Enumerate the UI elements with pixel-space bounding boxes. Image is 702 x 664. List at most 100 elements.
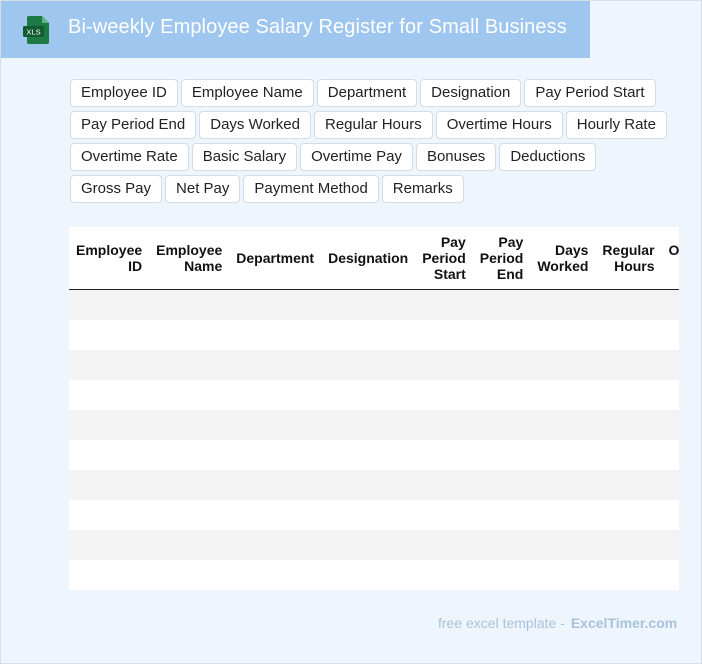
table-cell[interactable] — [661, 470, 679, 500]
table-cell[interactable] — [472, 380, 531, 410]
column-header[interactable]: Designation — [321, 227, 416, 290]
table-cell[interactable] — [472, 350, 531, 380]
table-cell[interactable] — [69, 320, 150, 350]
table-cell[interactable] — [530, 500, 596, 530]
field-chip[interactable]: Basic Salary — [191, 143, 298, 171]
table-cell[interactable] — [229, 530, 322, 560]
field-chip[interactable]: Gross Pay — [70, 175, 163, 203]
table-cell[interactable] — [661, 440, 679, 470]
table-cell[interactable] — [530, 530, 596, 560]
table-cell[interactable] — [229, 289, 322, 320]
field-chip[interactable]: Hourly Rate — [565, 111, 667, 139]
field-chip[interactable]: Employee ID — [70, 79, 178, 107]
field-chip[interactable]: Employee Name — [180, 79, 314, 107]
field-chip[interactable]: Bonuses — [415, 143, 497, 171]
table-cell[interactable] — [149, 500, 230, 530]
table-cell[interactable] — [321, 440, 416, 470]
table-cell[interactable] — [415, 380, 473, 410]
table-cell[interactable] — [415, 289, 473, 320]
table-cell[interactable] — [530, 289, 596, 320]
column-header[interactable]: Overtime Hours — [661, 227, 679, 290]
table-cell[interactable] — [661, 530, 679, 560]
field-chip[interactable]: Overtime Pay — [300, 143, 413, 171]
table-cell[interactable] — [69, 350, 150, 380]
table-cell[interactable] — [69, 530, 150, 560]
table-cell[interactable] — [661, 380, 679, 410]
table-cell[interactable] — [69, 410, 150, 440]
table-cell[interactable] — [661, 289, 679, 320]
column-header[interactable]: Department — [229, 227, 322, 290]
table-cell[interactable] — [530, 410, 596, 440]
table-cell[interactable] — [321, 560, 416, 590]
column-header[interactable]: Employee ID — [69, 227, 150, 290]
footer-brand-link[interactable]: ExcelTimer.com — [570, 615, 678, 631]
table-cell[interactable] — [415, 320, 473, 350]
table-cell[interactable] — [472, 289, 531, 320]
table-cell[interactable] — [229, 380, 322, 410]
table-cell[interactable] — [321, 320, 416, 350]
field-chip[interactable]: Overtime Rate — [70, 143, 189, 171]
table-cell[interactable] — [69, 500, 150, 530]
table-cell[interactable] — [149, 410, 230, 440]
table-cell[interactable] — [149, 560, 230, 590]
table-cell[interactable] — [595, 380, 662, 410]
table-cell[interactable] — [229, 440, 322, 470]
table-cell[interactable] — [472, 320, 531, 350]
table-cell[interactable] — [321, 380, 416, 410]
table-cell[interactable] — [415, 440, 473, 470]
table-cell[interactable] — [661, 350, 679, 380]
table-cell[interactable] — [69, 440, 150, 470]
table-cell[interactable] — [472, 410, 531, 440]
table-cell[interactable] — [415, 500, 473, 530]
table-cell[interactable] — [661, 320, 679, 350]
table-cell[interactable] — [595, 320, 662, 350]
table-cell[interactable] — [149, 320, 230, 350]
table-cell[interactable] — [229, 410, 322, 440]
table-cell[interactable] — [149, 289, 230, 320]
table-cell[interactable] — [472, 500, 531, 530]
table-cell[interactable] — [321, 470, 416, 500]
table-cell[interactable] — [229, 470, 322, 500]
table-cell[interactable] — [321, 350, 416, 380]
field-chip[interactable]: Net Pay — [165, 175, 241, 203]
table-cell[interactable] — [149, 440, 230, 470]
table-cell[interactable] — [661, 410, 679, 440]
field-chip[interactable]: Pay Period End — [70, 111, 197, 139]
table-cell[interactable] — [229, 350, 322, 380]
table-cell[interactable] — [149, 380, 230, 410]
table-cell[interactable] — [530, 320, 596, 350]
table-cell[interactable] — [415, 530, 473, 560]
table-cell[interactable] — [661, 500, 679, 530]
table-cell[interactable] — [530, 440, 596, 470]
column-header[interactable]: Regular Hours — [595, 227, 662, 290]
table-cell[interactable] — [229, 560, 322, 590]
table-cell[interactable] — [149, 530, 230, 560]
field-chip[interactable]: Designation — [420, 79, 522, 107]
table-cell[interactable] — [595, 350, 662, 380]
column-header[interactable]: Pay Period Start — [415, 227, 473, 290]
table-cell[interactable] — [415, 410, 473, 440]
table-cell[interactable] — [595, 410, 662, 440]
column-header[interactable]: Days Worked — [530, 227, 596, 290]
table-cell[interactable] — [595, 470, 662, 500]
table-cell[interactable] — [415, 560, 473, 590]
field-chip[interactable]: Remarks — [381, 175, 464, 203]
field-chip[interactable]: Deductions — [499, 143, 597, 171]
table-cell[interactable] — [69, 470, 150, 500]
table-cell[interactable] — [472, 530, 531, 560]
table-cell[interactable] — [69, 289, 150, 320]
table-cell[interactable] — [530, 380, 596, 410]
table-cell[interactable] — [595, 289, 662, 320]
field-chip[interactable]: Department — [316, 79, 418, 107]
column-header[interactable]: Pay Period End — [472, 227, 531, 290]
column-header[interactable]: Employee Name — [149, 227, 230, 290]
table-cell[interactable] — [229, 320, 322, 350]
field-chip[interactable]: Payment Method — [243, 175, 379, 203]
table-cell[interactable] — [530, 350, 596, 380]
table-cell[interactable] — [149, 350, 230, 380]
table-cell[interactable] — [415, 470, 473, 500]
table-cell[interactable] — [321, 289, 416, 320]
field-chip[interactable]: Days Worked — [199, 111, 311, 139]
field-chip[interactable]: Regular Hours — [314, 111, 433, 139]
table-cell[interactable] — [69, 380, 150, 410]
